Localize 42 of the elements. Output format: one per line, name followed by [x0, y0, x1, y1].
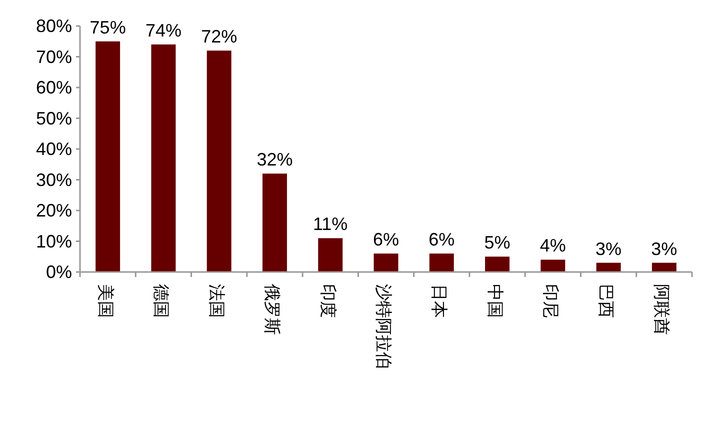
bar: [485, 256, 510, 272]
bar: [540, 260, 566, 272]
data-label: 5%: [484, 232, 510, 253]
x-tick-label: 印尼: [540, 284, 560, 318]
x-tick-label: 阿联酋: [652, 284, 672, 335]
y-tick-label: 80%: [36, 16, 72, 36]
bar: [151, 44, 176, 272]
y-tick-label: 40%: [36, 139, 72, 159]
data-label: 74%: [145, 20, 182, 40]
x-tick-label: 巴西: [596, 284, 616, 318]
x-tick-label: 德国: [151, 284, 170, 318]
bar: [374, 254, 398, 272]
data-label: 6%: [372, 230, 400, 250]
x-tick-label: 美国: [96, 284, 115, 318]
y-tick-label: 0%: [46, 262, 72, 282]
y-tick-label: 60%: [36, 78, 72, 98]
bar: [429, 254, 454, 272]
bar: [206, 50, 232, 272]
data-label: 3%: [596, 238, 622, 259]
bar: [652, 262, 676, 272]
bar: [262, 174, 287, 272]
x-tick-label: 沙特阿拉伯: [374, 284, 393, 369]
data-label: 11%: [313, 214, 348, 234]
x-tick-label: 印度: [318, 284, 338, 318]
bar: [96, 41, 120, 272]
x-tick-label: 中国: [485, 284, 504, 318]
data-label: 4%: [540, 236, 566, 256]
bar: [596, 262, 621, 272]
data-label: 6%: [428, 230, 455, 250]
bar: [318, 238, 343, 272]
y-tick-label: 50%: [36, 108, 72, 128]
y-tick-label: 10%: [36, 231, 72, 252]
x-tick-label: 俄罗斯: [262, 284, 282, 335]
y-tick-label: 20%: [36, 200, 72, 220]
y-tick-label: 30%: [36, 170, 72, 190]
y-tick-label: 70%: [36, 46, 72, 67]
x-tick-label: 日本: [430, 284, 449, 318]
data-label: 32%: [256, 150, 293, 170]
data-label: 75%: [90, 17, 126, 38]
x-tick-label: 法国: [207, 284, 226, 318]
data-label: 3%: [651, 238, 678, 259]
data-label: 72%: [201, 26, 238, 47]
